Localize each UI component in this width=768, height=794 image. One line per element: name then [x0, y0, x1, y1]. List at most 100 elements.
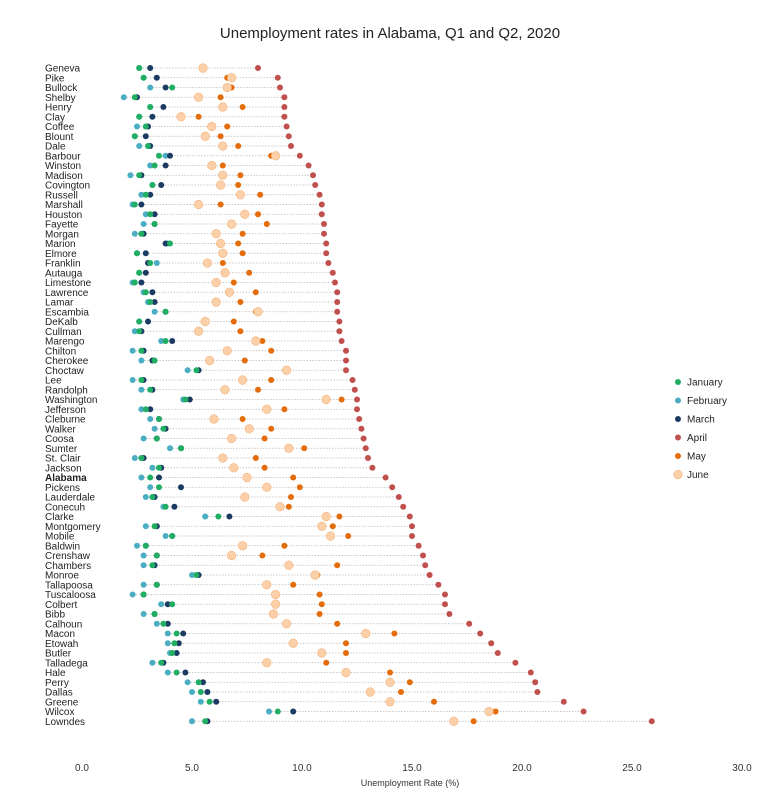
- county-label: Houston: [45, 210, 82, 221]
- point-april: [343, 347, 349, 354]
- legend-label-january: January: [687, 378, 723, 389]
- point-april: [323, 250, 330, 257]
- point-april: [446, 611, 453, 617]
- county-label: Walker: [45, 424, 76, 435]
- point-april: [382, 474, 389, 481]
- point-january: [142, 542, 149, 549]
- point-march: [149, 289, 156, 296]
- point-may: [237, 299, 244, 305]
- point-january: [153, 435, 160, 442]
- x-tick-label: 25.0: [622, 763, 642, 774]
- point-march: [142, 250, 149, 257]
- county-label: Mobile: [45, 532, 75, 543]
- point-june: [275, 502, 285, 512]
- county-labels: GenevaPikeBullockShelbyHenryClayCoffeeBl…: [45, 64, 101, 728]
- point-april: [255, 65, 261, 71]
- point-march: [180, 630, 187, 637]
- point-may: [268, 377, 275, 383]
- point-february: [138, 406, 145, 413]
- point-may: [268, 347, 275, 354]
- point-may: [281, 542, 288, 549]
- point-april: [389, 484, 396, 491]
- point-april: [494, 650, 501, 656]
- legend-label-may: May: [687, 452, 706, 463]
- point-april: [369, 464, 376, 471]
- point-april: [321, 230, 327, 237]
- point-april: [334, 299, 341, 305]
- county-label: Madison: [45, 171, 83, 182]
- point-june: [207, 160, 217, 171]
- point-june: [200, 131, 210, 141]
- point-february: [151, 308, 158, 315]
- point-june: [365, 687, 375, 697]
- point-march: [290, 708, 297, 715]
- point-february: [197, 698, 204, 705]
- legend-label-march: March: [687, 415, 715, 426]
- point-june: [220, 268, 230, 278]
- point-march: [204, 689, 211, 695]
- point-june: [218, 453, 228, 463]
- point-march: [164, 601, 171, 608]
- point-january: [131, 94, 138, 101]
- point-january: [136, 269, 143, 276]
- point-january: [147, 260, 154, 266]
- point-february: [140, 611, 147, 617]
- point-may: [237, 172, 244, 179]
- point-april: [296, 152, 303, 159]
- county-label: Calhoun: [45, 619, 82, 630]
- x-axis-label: Unemployment Rate (%): [361, 778, 460, 788]
- point-may: [255, 211, 261, 218]
- point-june: [238, 375, 248, 385]
- point-may: [318, 601, 325, 608]
- point-february: [136, 143, 143, 149]
- point-may: [285, 503, 292, 510]
- point-june: [341, 667, 351, 678]
- point-january: [134, 250, 140, 257]
- point-march: [178, 484, 184, 491]
- point-january: [131, 133, 138, 140]
- county-label: Colbert: [45, 600, 77, 611]
- point-april: [310, 172, 316, 179]
- point-june: [205, 355, 215, 366]
- point-may: [263, 221, 270, 227]
- point-february: [129, 347, 136, 354]
- point-april: [409, 523, 415, 530]
- point-june: [200, 316, 210, 327]
- legend-label-february: February: [687, 396, 727, 407]
- point-june: [224, 287, 234, 297]
- point-april: [285, 133, 292, 140]
- point-january: [193, 572, 200, 578]
- point-june: [321, 511, 331, 522]
- point-april: [281, 104, 288, 110]
- point-may: [329, 523, 336, 530]
- point-june: [218, 248, 228, 258]
- point-january: [206, 698, 213, 705]
- point-june: [198, 63, 208, 73]
- point-march: [175, 640, 182, 647]
- point-january: [162, 338, 169, 344]
- point-march: [142, 133, 149, 140]
- point-february: [147, 84, 154, 91]
- county-label: Barbour: [45, 151, 81, 162]
- point-march: [147, 191, 154, 198]
- point-june: [262, 658, 272, 668]
- point-june: [284, 560, 294, 570]
- point-april: [329, 269, 336, 276]
- point-february: [158, 601, 165, 608]
- point-january: [136, 65, 143, 71]
- point-january: [140, 74, 147, 81]
- point-june: [211, 277, 221, 288]
- county-label: Lauderdale: [45, 493, 95, 504]
- point-january: [156, 152, 162, 159]
- point-june: [240, 492, 250, 502]
- county-label: Shelby: [45, 93, 76, 104]
- county-label: Marion: [45, 239, 76, 250]
- point-april: [277, 84, 283, 91]
- point-april: [354, 396, 360, 403]
- county-label: DeKalb: [45, 317, 78, 328]
- point-january: [169, 84, 176, 91]
- point-may: [261, 435, 268, 442]
- point-january: [178, 445, 184, 452]
- point-april: [442, 591, 448, 598]
